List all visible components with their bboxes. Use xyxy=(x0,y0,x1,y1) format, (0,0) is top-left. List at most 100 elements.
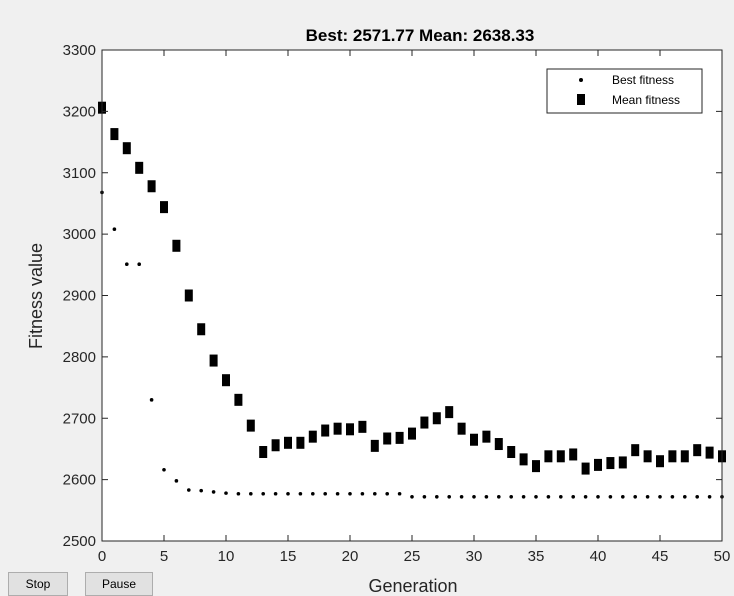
best-fitness-point xyxy=(509,495,513,499)
mean-fitness-point xyxy=(470,433,478,446)
best-fitness-point xyxy=(484,495,489,499)
mean-fitness-point xyxy=(346,423,354,436)
mean-fitness-point xyxy=(482,430,491,443)
x-tick-label: 35 xyxy=(528,548,545,565)
best-fitness-point xyxy=(633,495,637,499)
best-fitness-point xyxy=(125,262,129,266)
best-fitness-series xyxy=(100,190,724,499)
best-fitness-point xyxy=(249,491,253,496)
x-tick-label: 45 xyxy=(652,548,669,565)
mean-fitness-point xyxy=(172,239,181,252)
mean-fitness-point xyxy=(680,450,689,463)
mean-fitness-point xyxy=(631,444,640,457)
y-tick-label: 3200 xyxy=(63,103,96,120)
best-fitness-point xyxy=(707,495,712,499)
best-fitness-point xyxy=(658,495,662,499)
best-fitness-point xyxy=(559,495,563,499)
best-fitness-point xyxy=(410,495,414,499)
best-fitness-point xyxy=(174,479,179,483)
mean-fitness-point xyxy=(420,416,429,429)
mean-fitness-point xyxy=(135,161,144,174)
y-axis-ticks: 2500 2600 2700 2800 2900 3000 3100 3200 3300 xyxy=(63,42,722,550)
best-fitness-point xyxy=(459,495,464,499)
best-fitness-point xyxy=(571,495,575,499)
best-fitness-point xyxy=(335,491,340,496)
mean-fitness-point xyxy=(519,453,528,466)
x-tick-label: 10 xyxy=(218,548,235,565)
stop-button[interactable]: Stop xyxy=(8,572,68,596)
legend-best-label: Best fitness xyxy=(612,73,674,87)
mean-fitness-point xyxy=(222,374,230,387)
best-fitness-point xyxy=(348,491,352,496)
best-fitness-point xyxy=(273,491,278,496)
y-tick-label: 2900 xyxy=(63,288,96,305)
legend-mean-label: Mean fitness xyxy=(612,93,680,107)
legend-box xyxy=(546,68,703,114)
best-fitness-point xyxy=(385,491,390,496)
best-fitness-point xyxy=(447,495,452,499)
legend: Best fitness Mean fitness xyxy=(546,68,703,114)
y-axis-label: Fitness value xyxy=(26,243,46,349)
mean-fitness-point xyxy=(606,457,615,470)
best-fitness-point xyxy=(373,491,377,496)
mean-fitness-point xyxy=(383,432,392,445)
mean-fitness-point xyxy=(234,393,243,406)
x-axis-ticks: 0 5 10 15 20 25 30 35 40 45 50 xyxy=(98,50,731,565)
y-tick-label: 3000 xyxy=(63,226,96,243)
mean-fitness-point xyxy=(395,431,404,444)
mean-fitness-point xyxy=(618,456,627,469)
best-fitness-point xyxy=(199,488,203,493)
best-fitness-point xyxy=(211,490,216,494)
mean-fitness-point xyxy=(705,446,714,459)
mean-fitness-point xyxy=(370,439,379,452)
y-tick-label: 3300 xyxy=(63,42,96,59)
mean-fitness-point xyxy=(197,323,206,336)
y-tick-label: 2800 xyxy=(63,349,96,366)
pause-button[interactable]: Pause xyxy=(85,572,153,596)
mean-fitness-point xyxy=(643,450,652,463)
mean-fitness-point xyxy=(184,289,193,302)
mean-fitness-point xyxy=(432,412,441,425)
mean-fitness-point xyxy=(494,438,503,451)
best-fitness-point xyxy=(435,495,439,499)
best-fitness-point xyxy=(360,491,365,496)
best-fitness-point xyxy=(670,495,675,499)
best-fitness-point xyxy=(521,495,526,499)
best-fitness-point xyxy=(596,495,600,499)
legend-mean-marker xyxy=(577,94,585,105)
best-fitness-point xyxy=(645,495,650,499)
best-fitness-point xyxy=(286,491,290,496)
best-fitness-point xyxy=(261,491,266,496)
best-fitness-point xyxy=(497,495,501,499)
mean-fitness-point xyxy=(122,142,131,155)
best-fitness-point xyxy=(112,227,117,232)
chart-title: Best: 2571.77 Mean: 2638.33 xyxy=(306,26,535,45)
x-tick-label: 15 xyxy=(280,548,297,565)
mean-fitness-point xyxy=(408,427,416,440)
mean-fitness-point xyxy=(209,354,218,367)
mean-fitness-point xyxy=(110,128,119,141)
best-fitness-point xyxy=(311,491,315,496)
best-fitness-point xyxy=(187,488,191,492)
x-tick-label: 5 xyxy=(160,548,168,565)
x-tick-label: 0 xyxy=(98,548,106,565)
best-fitness-point xyxy=(397,491,402,496)
mean-fitness-point xyxy=(594,458,602,471)
best-fitness-point xyxy=(236,491,241,496)
x-tick-label: 50 xyxy=(714,548,731,565)
x-tick-label: 20 xyxy=(342,548,359,565)
best-fitness-point xyxy=(534,495,538,499)
best-fitness-point xyxy=(695,495,699,499)
mean-fitness-series xyxy=(98,101,726,475)
mean-fitness-point xyxy=(507,446,516,459)
mean-fitness-point xyxy=(569,448,578,461)
mean-fitness-point xyxy=(333,422,342,435)
best-fitness-point xyxy=(583,495,588,499)
best-fitness-point xyxy=(608,495,613,499)
best-fitness-point xyxy=(162,468,166,472)
mean-fitness-point xyxy=(246,419,255,432)
x-tick-label: 30 xyxy=(466,548,483,565)
mean-fitness-point xyxy=(532,460,540,473)
mean-fitness-point xyxy=(556,450,565,463)
legend-best-marker xyxy=(579,78,583,82)
